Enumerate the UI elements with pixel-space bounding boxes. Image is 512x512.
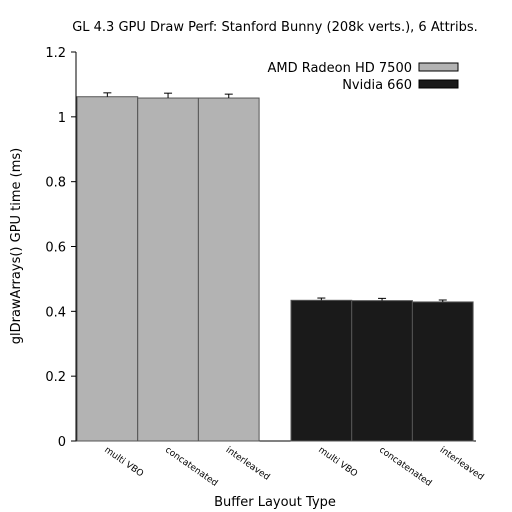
bar xyxy=(137,97,199,442)
y-tick-label: 0.6 xyxy=(45,241,66,256)
category-label: concatenated xyxy=(377,445,433,489)
legend: AMD Radeon HD 7500 Nvidia 660 xyxy=(267,61,459,93)
legend-swatch xyxy=(418,62,459,72)
chart-title: GL 4.3 GPU Draw Perf: Stanford Bunny (20… xyxy=(72,20,478,35)
bar xyxy=(290,299,353,442)
bar xyxy=(197,97,260,442)
legend-swatch xyxy=(418,79,459,89)
y-tick-label: 0.4 xyxy=(45,305,66,320)
y-tick-label: 0 xyxy=(58,435,66,450)
legend-label: AMD Radeon HD 7500 xyxy=(267,61,412,76)
category-label: multi VBO xyxy=(102,445,145,479)
x-axis-label: Buffer Layout Type xyxy=(214,495,336,510)
y-tick-label: 0.8 xyxy=(45,176,66,191)
bar xyxy=(411,301,474,442)
y-axis-label: glDrawArrays() GPU time (ms) xyxy=(9,148,24,345)
legend-label: Nvidia 660 xyxy=(342,78,412,93)
bar xyxy=(351,300,413,442)
y-tick-label: 1 xyxy=(58,111,66,126)
category-label: interleaved xyxy=(224,445,272,483)
y-tick-label: 0.2 xyxy=(45,370,66,385)
y-tick-label: 1.2 xyxy=(45,46,66,61)
category-label: interleaved xyxy=(438,445,486,483)
category-label: multi VBO xyxy=(316,445,359,479)
category-label: concatenated xyxy=(163,445,219,489)
bar xyxy=(76,96,139,442)
